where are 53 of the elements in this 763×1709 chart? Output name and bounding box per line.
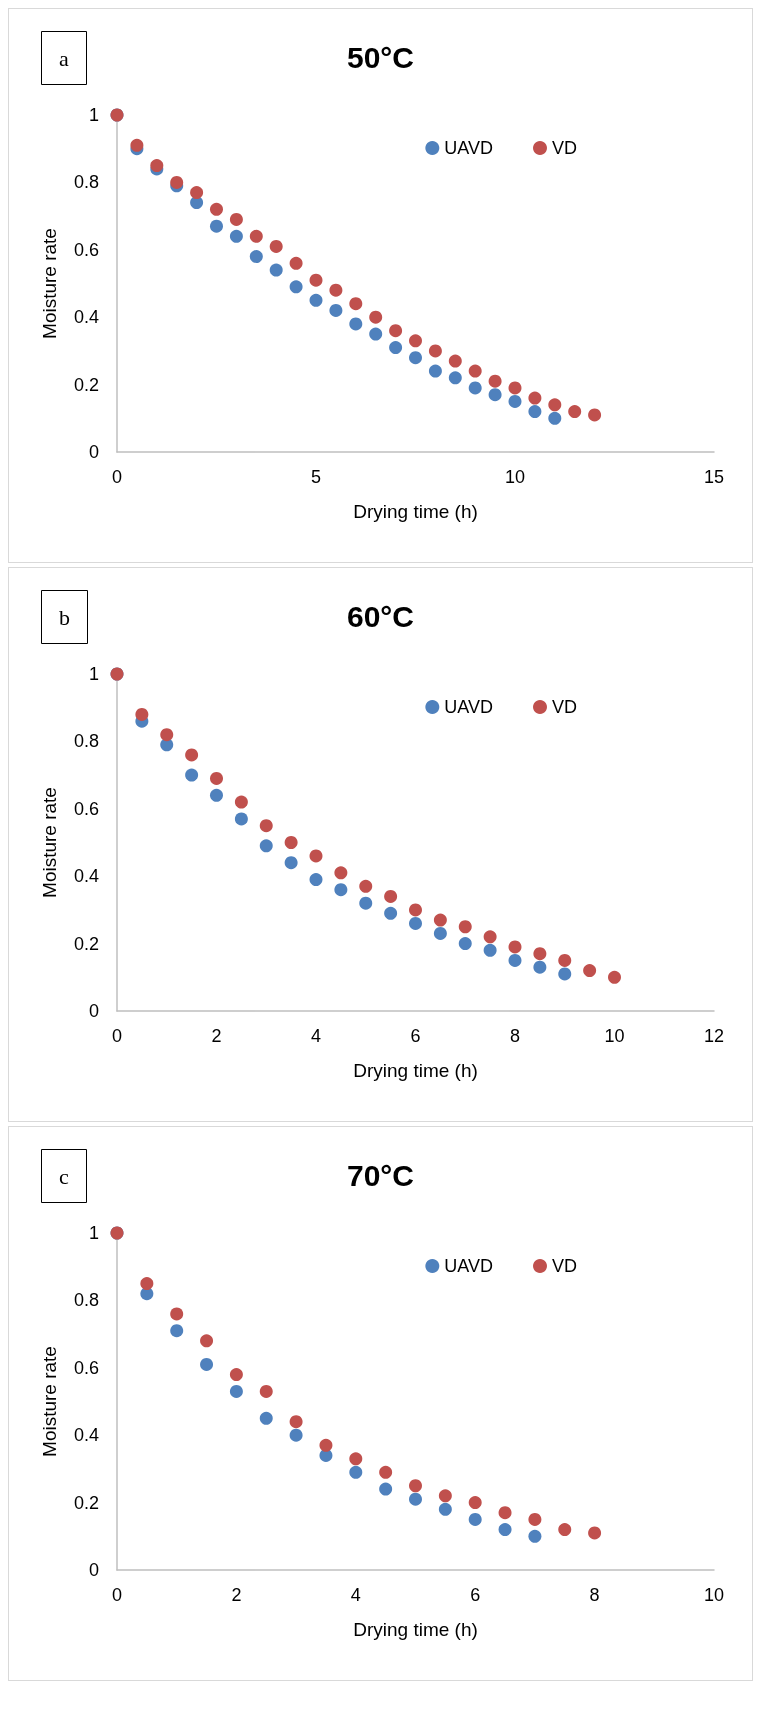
legend-label: UAVD (444, 697, 494, 717)
y-tick-label: 0.2 (73, 1492, 99, 1513)
chart-title: 50°C (346, 40, 415, 74)
y-tick-label: 0.2 (73, 374, 99, 395)
x-axis-title: Drying time (h) (353, 501, 478, 522)
text: c (59, 1163, 69, 1189)
y-tick-label: 0 (88, 1560, 99, 1580)
x-tick-label: 6 (470, 1585, 481, 1605)
x-tick-label: 2 (231, 1585, 242, 1605)
x-tick-label: 4 (310, 1026, 322, 1046)
y-tick-label: 0.8 (73, 172, 99, 193)
y-tick-label: 0.4 (73, 866, 99, 887)
y-tick-label: 0.2 (73, 933, 99, 954)
y-axis-title: Moisture rate (39, 1346, 60, 1457)
y-tick-label: 0 (88, 1001, 99, 1021)
y-tick-label: 0.6 (73, 239, 99, 260)
x-axis-title: Drying time (h) (353, 1619, 478, 1640)
y-tick-label: 0.4 (73, 1425, 99, 1446)
y-tick-label: 1 (88, 105, 99, 125)
legend-label: VD (552, 697, 578, 717)
chart-title: 60°C (346, 599, 415, 633)
legend-label: VD (552, 1256, 578, 1276)
y-axis-title: Moisture rate (39, 228, 60, 339)
y-tick-label: 0.8 (73, 1290, 99, 1311)
y-tick-label: 0.6 (73, 1357, 99, 1378)
x-tick-label: 8 (589, 1585, 600, 1605)
x-tick-label: 10 (504, 467, 526, 487)
legend-label: UAVD (444, 1256, 494, 1276)
text: a (59, 45, 69, 71)
y-tick-label: 0 (88, 442, 99, 462)
x-tick-label: 6 (410, 1026, 421, 1046)
x-tick-label: 8 (509, 1026, 521, 1046)
x-tick-label: 5 (310, 467, 322, 487)
x-tick-label: 4 (350, 1585, 361, 1605)
y-tick-label: 1 (88, 1223, 99, 1243)
legend-label: UAVD (444, 138, 494, 158)
y-tick-label: 0.4 (73, 307, 99, 328)
x-axis-title: Drying time (h) (353, 1060, 478, 1081)
x-tick-label: 0 (111, 1026, 123, 1046)
chart-title: 70°C (346, 1158, 415, 1192)
x-tick-label: 10 (604, 1026, 625, 1046)
x-tick-label: 0 (111, 1585, 123, 1605)
y-tick-label: 0.8 (73, 731, 99, 752)
text: b (59, 604, 70, 630)
y-axis-title: Moisture rate (39, 787, 60, 898)
x-tick-label: 12 (703, 1026, 725, 1046)
legend-label: VD (552, 138, 578, 158)
x-tick-label: 0 (111, 467, 123, 487)
x-tick-label: 10 (703, 1585, 725, 1605)
y-tick-label: 0.6 (73, 798, 99, 819)
x-tick-label: 15 (703, 467, 725, 487)
y-tick-label: 1 (88, 664, 99, 684)
x-tick-label: 2 (211, 1026, 222, 1046)
